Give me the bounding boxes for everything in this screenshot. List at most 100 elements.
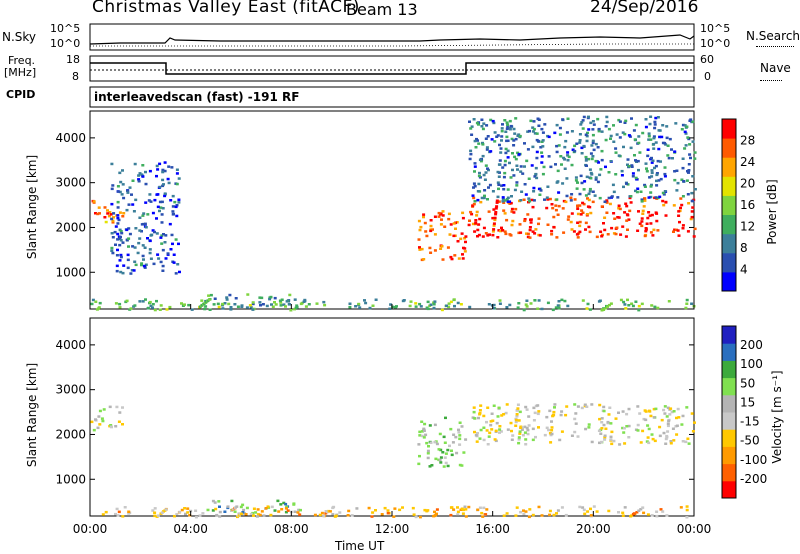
- heatmap-cell: [673, 228, 677, 231]
- heatmap-cell: [188, 514, 192, 517]
- freq-panel-frame: [89, 55, 695, 82]
- heatmap-cell: [622, 431, 626, 434]
- heatmap-cell: [457, 428, 460, 432]
- heatmap-cell: [508, 303, 512, 307]
- heatmap-cell: [502, 413, 506, 416]
- sky-panel: [89, 23, 695, 51]
- heatmap-cell: [487, 435, 491, 438]
- heatmap-cell: [592, 148, 596, 152]
- heatmap-cell: [524, 438, 528, 441]
- heatmap-cell: [472, 406, 476, 409]
- heatmap-cell: [693, 157, 697, 160]
- heatmap-cell: [115, 264, 119, 268]
- heatmap-cell: [529, 221, 533, 224]
- heatmap-cell: [521, 426, 525, 429]
- heatmap-cell: [617, 511, 620, 514]
- heatmap-cell: [609, 137, 612, 140]
- heatmap-cell: [646, 154, 650, 158]
- heatmap-cell: [531, 438, 535, 442]
- heatmap-cell: [581, 119, 585, 122]
- heatmap-cell: [90, 420, 94, 424]
- heatmap-cell: [446, 464, 450, 468]
- heatmap-cell: [635, 190, 639, 194]
- heatmap-cell: [461, 512, 465, 515]
- heatmap-cell: [537, 217, 541, 220]
- heatmap-cell: [159, 206, 163, 209]
- heatmap-cell: [144, 170, 147, 174]
- heatmap-cell: [535, 156, 539, 160]
- heatmap-cell: [500, 129, 504, 133]
- heatmap-cell: [98, 212, 101, 215]
- heatmap-cell: [598, 403, 602, 407]
- heatmap-cell: [565, 405, 569, 408]
- heatmap-cell: [186, 511, 190, 514]
- heatmap-cell: [367, 506, 371, 510]
- heatmap-cell: [109, 424, 113, 427]
- heatmap-cell: [498, 302, 502, 305]
- heatmap-cell: [655, 514, 659, 518]
- heatmap-cell: [620, 169, 624, 173]
- heatmap-cell: [638, 222, 642, 225]
- heatmap-cell: [550, 426, 554, 429]
- heatmap-cell: [229, 306, 233, 309]
- heatmap-cell: [612, 439, 616, 443]
- heatmap-cell: [163, 161, 167, 164]
- heatmap-cell: [671, 427, 675, 430]
- heatmap-cell: [513, 188, 517, 192]
- heatmap-cell: [532, 190, 536, 193]
- heatmap-cell: [653, 126, 657, 130]
- colorbar-swatch: [722, 480, 736, 499]
- heatmap-cell: [550, 429, 554, 432]
- heatmap-cell: [380, 513, 384, 516]
- heatmap-cell: [501, 197, 505, 201]
- heatmap-cell: [119, 235, 122, 239]
- heatmap-cell: [118, 190, 122, 194]
- heatmap-cell: [620, 174, 624, 177]
- heatmap-cell: [460, 425, 464, 428]
- heatmap-cell: [680, 203, 684, 207]
- heatmap-cell: [115, 254, 119, 257]
- heatmap-cell: [354, 305, 358, 308]
- heatmap-cell: [660, 418, 664, 422]
- colorbar-tick-label: 24: [740, 155, 755, 169]
- heatmap-cell: [600, 417, 604, 420]
- heatmap-cell: [456, 240, 460, 243]
- heatmap-cell: [478, 411, 482, 415]
- heatmap-cell: [558, 126, 562, 130]
- heatmap-cell: [423, 221, 427, 225]
- heatmap-cell: [677, 416, 681, 419]
- heatmap-cell: [598, 173, 602, 177]
- heatmap-cell: [655, 184, 659, 187]
- heatmap-cell: [588, 190, 592, 193]
- heatmap-cell: [641, 209, 645, 213]
- heatmap-cell: [594, 159, 598, 163]
- heatmap-cell: [644, 229, 648, 233]
- heatmap-cell: [693, 151, 697, 154]
- heatmap-cell: [537, 124, 541, 127]
- heatmap-cell: [540, 127, 544, 131]
- heatmap-cell: [584, 221, 588, 225]
- heatmap-cell: [532, 186, 536, 190]
- heatmap-cell: [645, 440, 649, 443]
- heatmap-cell: [286, 509, 290, 512]
- heatmap-cell: [454, 227, 457, 230]
- heatmap-cell: [528, 129, 531, 133]
- heatmap-cell: [515, 415, 519, 418]
- heatmap-cell: [580, 121, 584, 124]
- heatmap-cell: [635, 178, 639, 181]
- heatmap-cell: [545, 415, 549, 419]
- heatmap-cell: [245, 506, 249, 510]
- colorbar-swatch: [722, 233, 736, 254]
- heatmap-cell: [493, 218, 497, 222]
- heatmap-cell: [670, 410, 674, 414]
- heatmap-cell: [685, 406, 689, 409]
- heatmap-cell: [653, 120, 657, 124]
- x-tick-label: 16:00: [475, 522, 510, 536]
- beam-label: Beam 13: [346, 0, 418, 19]
- heatmap-cell: [546, 198, 550, 201]
- heatmap-cell: [661, 124, 665, 127]
- heatmap-cell: [560, 163, 563, 166]
- heatmap-cell: [646, 148, 650, 151]
- heatmap-cell: [160, 234, 164, 237]
- heatmap-cell: [491, 119, 495, 123]
